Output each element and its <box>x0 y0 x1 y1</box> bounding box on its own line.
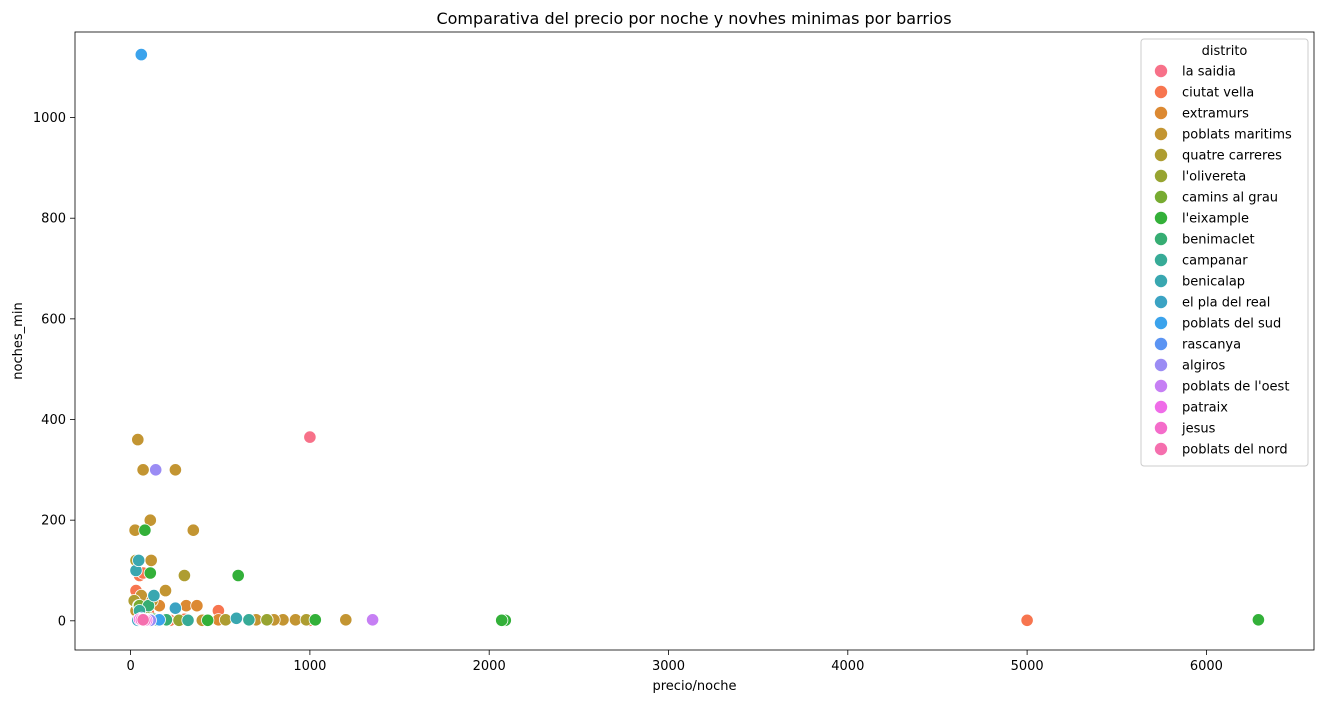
legend-marker <box>1154 169 1168 183</box>
data-point <box>136 613 150 627</box>
data-point <box>134 47 148 62</box>
data-point <box>303 430 317 444</box>
legend-label: poblats maritims <box>1182 128 1292 143</box>
data-point <box>181 613 195 627</box>
data-point <box>308 613 322 627</box>
x-tick-label: 6000 <box>1190 659 1223 674</box>
data-point <box>260 613 274 627</box>
legend-label: benimaclet <box>1182 233 1255 248</box>
plot-frame <box>74 31 1315 651</box>
data-point <box>168 463 182 477</box>
x-tick-label: 3000 <box>652 659 685 674</box>
legend-label: l'eixample <box>1182 212 1249 227</box>
legend-marker <box>1154 253 1168 267</box>
legend-marker <box>1154 295 1168 309</box>
data-point <box>147 588 161 603</box>
legend-title: distrito <box>1202 44 1248 59</box>
data-point <box>242 613 256 627</box>
legend-marker <box>1154 211 1168 225</box>
legend-marker <box>1154 232 1168 246</box>
data-point <box>1251 613 1266 627</box>
x-tick-label: 2000 <box>473 659 506 674</box>
legend-marker <box>1154 106 1168 120</box>
legend-label: benicalap <box>1182 275 1245 290</box>
data-point <box>149 463 163 477</box>
legend-label: el pla del real <box>1182 296 1270 311</box>
data-point <box>190 599 204 613</box>
legend-label: poblats del sud <box>1182 317 1281 332</box>
legend-marker <box>1154 274 1168 288</box>
legend-marker <box>1154 64 1168 78</box>
data-point <box>158 583 173 598</box>
x-tick-label: 5000 <box>1011 659 1044 674</box>
legend-label: algiros <box>1182 359 1225 374</box>
data-point <box>495 613 509 627</box>
legend-label: patraix <box>1182 401 1228 416</box>
legend-label: ciutat vella <box>1182 86 1254 101</box>
legend-marker <box>1154 442 1168 456</box>
x-tick-label: 1000 <box>293 659 326 674</box>
legend-label: poblats del nord <box>1182 443 1288 458</box>
legend-label: camins al grau <box>1182 191 1278 206</box>
legend-label: rascanya <box>1182 338 1241 353</box>
y-tick-label: 400 <box>41 413 66 428</box>
data-point <box>219 613 233 627</box>
legend-marker <box>1154 148 1168 162</box>
legend-marker <box>1154 358 1168 372</box>
legend-label: extramurs <box>1182 107 1249 122</box>
data-point <box>186 523 200 537</box>
legend: distrito la saidia ciutat vella extramurs p… <box>1140 38 1309 467</box>
data-point <box>339 613 353 627</box>
data-point <box>132 553 146 568</box>
y-tick-label: 1000 <box>33 111 66 126</box>
data-point <box>143 566 157 580</box>
data-point <box>144 553 158 568</box>
data-point <box>365 613 380 627</box>
y-tick-label: 0 <box>58 614 66 629</box>
data-point <box>231 568 245 583</box>
legend-marker <box>1154 421 1168 435</box>
chart-title: Comparativa del precio por noche y novhe… <box>436 9 951 28</box>
legend-marker <box>1154 127 1168 141</box>
legend-label: jesus <box>1181 422 1216 437</box>
data-point <box>143 513 157 527</box>
legend-marker <box>1154 190 1168 204</box>
legend-label: quatre carreres <box>1182 149 1282 164</box>
data-point <box>131 432 145 447</box>
data-point <box>1020 613 1034 627</box>
data-point <box>177 568 191 583</box>
legend-marker <box>1154 379 1168 393</box>
legend-label: campanar <box>1182 254 1248 269</box>
data-point <box>229 611 243 625</box>
data-point <box>168 601 182 615</box>
axes-layer: 0 1000 2000 3000 4000 5000 6000 0 200 400 600 800 10… <box>33 111 1223 674</box>
points-layer <box>127 47 1266 627</box>
legend-label: poblats de l'oest <box>1182 380 1289 395</box>
y-tick-label: 800 <box>41 212 66 227</box>
legend-marker <box>1154 400 1168 414</box>
legend-marker <box>1154 337 1168 351</box>
x-tick-label: 4000 <box>831 659 864 674</box>
data-point <box>201 613 215 627</box>
y-axis-label: noches_min <box>11 302 26 379</box>
x-tick-label: 0 <box>126 659 134 674</box>
x-axis-label: precio/noche <box>653 679 737 694</box>
y-tick-label: 600 <box>41 312 66 327</box>
data-point <box>138 523 152 537</box>
legend-label: la saidia <box>1182 65 1236 80</box>
legend-marker <box>1154 316 1168 330</box>
y-tick-label: 200 <box>41 514 66 529</box>
legend-box <box>1140 38 1309 467</box>
legend-label: l'olivereta <box>1182 170 1246 185</box>
data-point <box>136 463 150 477</box>
legend-marker <box>1154 85 1168 99</box>
